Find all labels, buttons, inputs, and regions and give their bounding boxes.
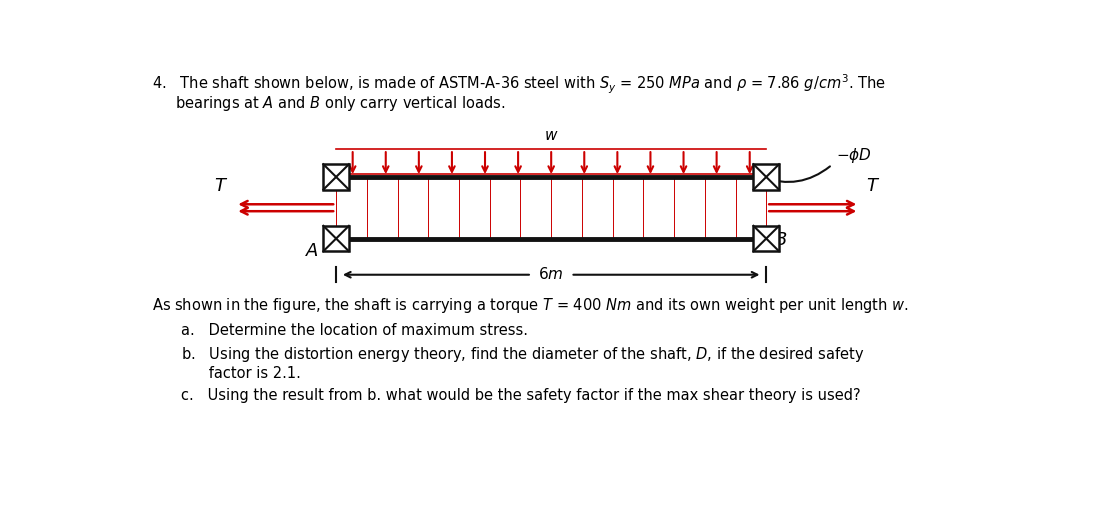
Text: $B$: $B$ bbox=[774, 231, 788, 249]
Text: b.   Using the distortion energy theory, find the diameter of the shaft, $D$, if: b. Using the distortion energy theory, f… bbox=[181, 345, 864, 364]
Text: $w$: $w$ bbox=[544, 128, 558, 143]
Bar bbox=[324, 164, 349, 189]
Text: factor is 2.1.: factor is 2.1. bbox=[181, 367, 301, 381]
Bar bbox=[336, 177, 767, 239]
Text: c.   Using the result from b. what would be the safety factor if the max shear t: c. Using the result from b. what would b… bbox=[181, 388, 861, 403]
Bar bbox=[324, 226, 349, 251]
Text: $T$: $T$ bbox=[214, 177, 228, 195]
Text: $T$: $T$ bbox=[866, 177, 880, 195]
Text: $-\phi D$: $-\phi D$ bbox=[837, 146, 872, 165]
Text: a.   Determine the location of maximum stress.: a. Determine the location of maximum str… bbox=[181, 323, 529, 338]
Text: 4.   The shaft shown below, is made of ASTM-A-36 steel with $S_y$ = 250 $MPa$ an: 4. The shaft shown below, is made of AST… bbox=[153, 72, 886, 96]
Text: bearings at $A$ and $B$ only carry vertical loads.: bearings at $A$ and $B$ only carry verti… bbox=[153, 94, 505, 113]
Bar bbox=[753, 226, 779, 251]
Text: As shown in the figure, the shaft is carrying a torque $T$ = 400 $Nm$ and its ow: As shown in the figure, the shaft is car… bbox=[153, 295, 910, 314]
Text: $6m$: $6m$ bbox=[538, 266, 564, 282]
Bar bbox=[753, 164, 779, 189]
Text: $A$: $A$ bbox=[305, 242, 319, 261]
